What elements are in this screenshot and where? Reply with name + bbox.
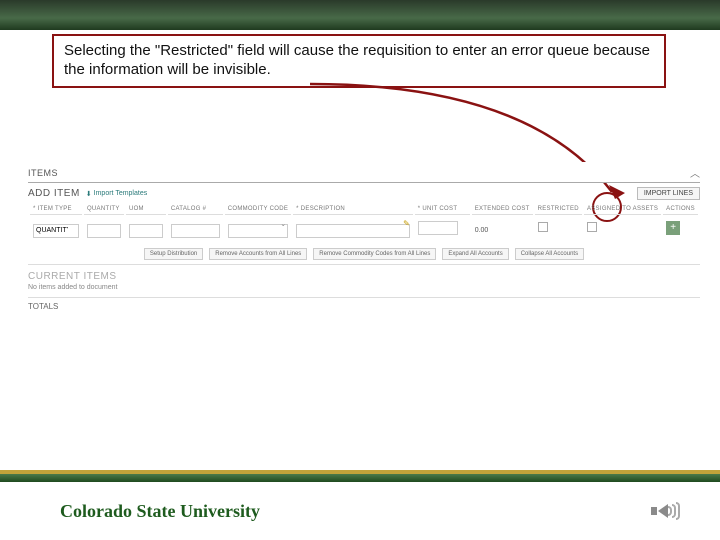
totals-label: TOTALS <box>28 297 700 315</box>
restricted-checkbox[interactable] <box>538 222 548 232</box>
remove-commodity-button[interactable]: Remove Commodity Codes from All Lines <box>313 248 436 260</box>
catalog-input[interactable] <box>171 224 220 238</box>
col-description: * DESCRIPTION <box>293 204 413 215</box>
download-icon: ⬇ <box>86 190 92 198</box>
callout-text: Selecting the "Restricted" field will ca… <box>64 42 650 78</box>
col-quantity: QUANTITY <box>84 204 124 215</box>
bulk-action-row: Setup Distribution Remove Accounts from … <box>28 242 700 265</box>
col-catalog: CATALOG # <box>168 204 223 215</box>
chevron-up-icon[interactable]: ︿ <box>690 165 700 180</box>
quantity-input[interactable] <box>87 224 121 238</box>
callout-box: Selecting the "Restricted" field will ca… <box>52 34 666 88</box>
uom-input[interactable] <box>129 224 163 238</box>
dropdown-icon[interactable]: ⌄ <box>280 220 286 228</box>
col-assigned: ASSIGNED TO ASSETS <box>584 204 661 215</box>
add-item-label: ADD ITEM <box>28 188 80 199</box>
item-row: QUANTITY ⌄ ✎ 0.00 + <box>30 217 698 240</box>
expand-description-icon[interactable]: ✎ <box>403 219 410 228</box>
description-input[interactable] <box>296 224 410 238</box>
remove-accounts-button[interactable]: Remove Accounts from All Lines <box>209 248 307 260</box>
items-section-header[interactable]: ITEMS ︿ <box>28 162 700 183</box>
expand-all-button[interactable]: Expand All Accounts <box>442 248 508 260</box>
audio-icon[interactable] <box>651 502 680 520</box>
col-extended: EXTENDED COST <box>472 204 533 215</box>
item-type-select[interactable]: QUANTITY <box>33 224 79 238</box>
no-items-text: No items added to document <box>28 284 700 297</box>
setup-distribution-button[interactable]: Setup Distribution <box>144 248 203 260</box>
import-templates-link[interactable]: ⬇ Import Templates <box>86 190 147 198</box>
add-item-grid: * ITEM TYPE QUANTITY UOM CATALOG # COMMO… <box>28 202 700 242</box>
col-item-type: * ITEM TYPE <box>30 204 82 215</box>
col-commodity: COMMODITY CODE <box>225 204 291 215</box>
import-templates-text: Import Templates <box>94 190 148 197</box>
commodity-input[interactable] <box>228 224 288 238</box>
app-screenshot: ITEMS ︿ ADD ITEM ⬇ Import Templates IMPO… <box>28 162 700 315</box>
col-unit-cost: * UNIT COST <box>415 204 470 215</box>
col-uom: UOM <box>126 204 166 215</box>
col-restricted: RESTRICTED <box>535 204 582 215</box>
slide-top-bar <box>0 0 720 30</box>
slide-footer: Colorado State University <box>0 470 720 540</box>
collapse-all-button[interactable]: Collapse All Accounts <box>515 248 584 260</box>
col-actions: ACTIONS <box>663 204 698 215</box>
items-label: ITEMS <box>28 168 58 178</box>
current-items-label: CURRENT ITEMS <box>28 265 700 284</box>
add-line-button[interactable]: + <box>666 221 680 235</box>
csu-logo: Colorado State University <box>60 501 260 522</box>
import-lines-button[interactable]: IMPORT LINES <box>637 187 700 200</box>
extended-cost-value: 0.00 <box>475 227 489 234</box>
unit-cost-input[interactable] <box>418 221 458 235</box>
assigned-checkbox[interactable] <box>587 222 597 232</box>
